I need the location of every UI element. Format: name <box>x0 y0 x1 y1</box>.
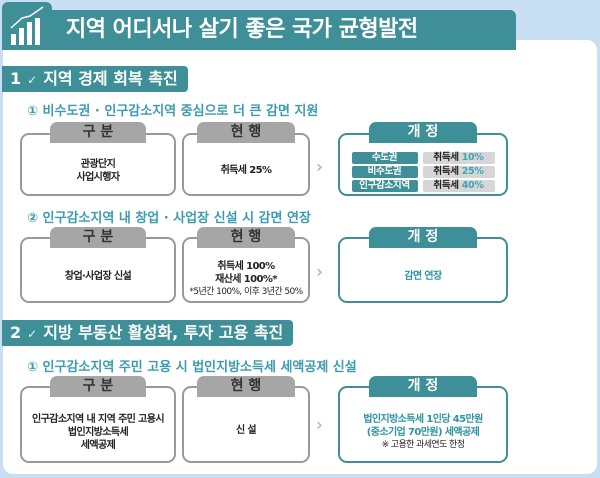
page-title: 지역 어디서나 살기 좋은 국가 균형발전 <box>66 17 418 42</box>
revised-row: 수도권 취득세 10% <box>351 151 495 164</box>
text-line: 창업·사업장 신설 <box>64 270 132 282</box>
text-line: (중소기업 70만원) 세액공제 <box>366 427 480 438</box>
header-bar <box>2 10 516 50</box>
text-line: 취득세 25% <box>220 165 272 176</box>
rate-value: 취득세 25% <box>422 165 495 178</box>
revised-header: 개 정 <box>369 376 477 397</box>
text-line: 취득세 100% <box>217 260 275 272</box>
region-label: 비수도권 <box>351 165 418 178</box>
revised-box: 법인지방소득세 1인당 45만원 (중소기업 70만원) 세액공제 ※ 고용한 과세… <box>338 386 508 463</box>
bar-chart-growth-icon <box>10 6 44 45</box>
category-header: 구 분 <box>50 122 146 143</box>
check-icon: ✓ <box>27 327 38 341</box>
current-header: 현 행 <box>197 122 295 143</box>
text-line: 감면 연장 <box>404 270 442 282</box>
arrow-icon: ››› <box>316 157 324 176</box>
footnote: ※ 고용한 과세연도 한정 <box>381 440 465 450</box>
current-header: 현 행 <box>197 227 295 248</box>
revised-header: 개 정 <box>369 122 477 143</box>
revised-header: 개 정 <box>369 227 477 248</box>
text-line: 세액공제 <box>80 440 116 451</box>
current-header: 현 행 <box>197 376 295 397</box>
category-header: 구 분 <box>50 376 146 397</box>
region-label: 수도권 <box>351 151 418 164</box>
region-label: 인구감소지역 <box>351 179 418 192</box>
current-box: 취득세 25% <box>182 133 310 196</box>
item-subtitle: ① 비수도권 · 인구감소지역 중심으로 더 큰 감면 지원 <box>27 104 319 119</box>
current-box: 취득세 100% 재산세 100%* *5년간 100%, 이후 3년간 50% <box>182 237 310 303</box>
text-line: 신 설 <box>235 425 257 436</box>
section-label: 지역 경제 회복 촉진 <box>43 69 178 88</box>
text-line: 법인지방소득세 1인당 45만원 <box>363 414 483 425</box>
revised-row: 인구감소지역 취득세 40% <box>351 179 495 192</box>
arrow-icon: ››› <box>316 262 324 281</box>
revised-box: 감면 연장 <box>338 237 508 303</box>
arrow-icon: ››› <box>316 415 324 434</box>
item-subtitle: ② 인구감소지역 내 창업 · 사업장 신설 시 감면 연장 <box>27 211 311 226</box>
current-box: 신 설 <box>182 386 310 463</box>
check-icon: ✓ <box>27 73 38 87</box>
section-1-header: 1 ✓ 지역 경제 회복 촉진 <box>2 66 188 92</box>
category-header: 구 분 <box>50 227 146 248</box>
category-box: 관광단지 사업시행자 <box>20 133 176 196</box>
revised-row: 비수도권 취득세 25% <box>351 165 495 178</box>
text-line: 관광단지 <box>80 158 116 170</box>
footnote: *5년간 100%, 이후 3년간 50% <box>189 286 303 297</box>
text-line: 재산세 100%* <box>215 273 277 285</box>
text-line: 사업시행자 <box>76 171 120 183</box>
rate-value: 취득세 10% <box>422 151 495 164</box>
text-line: 법인지방소득세 <box>67 427 129 438</box>
section-label: 지방 부동산 활성화, 투자 고용 촉진 <box>43 323 284 342</box>
section-number: 2 <box>10 323 22 342</box>
section-number: 1 <box>10 69 22 88</box>
revised-box: 수도권 취득세 10% 비수도권 취득세 25% 인구감소지역 취득세 40% <box>338 133 508 196</box>
item-subtitle: ① 인구감소지역 주민 고용 시 법인지방소득세 세액공제 신설 <box>27 360 357 375</box>
rate-value: 취득세 40% <box>422 179 495 192</box>
section-2-header: 2 ✓ 지방 부동산 활성화, 투자 고용 촉진 <box>2 320 294 346</box>
text-line: 인구감소지역 내 지역 주민 고용시 <box>32 414 165 425</box>
